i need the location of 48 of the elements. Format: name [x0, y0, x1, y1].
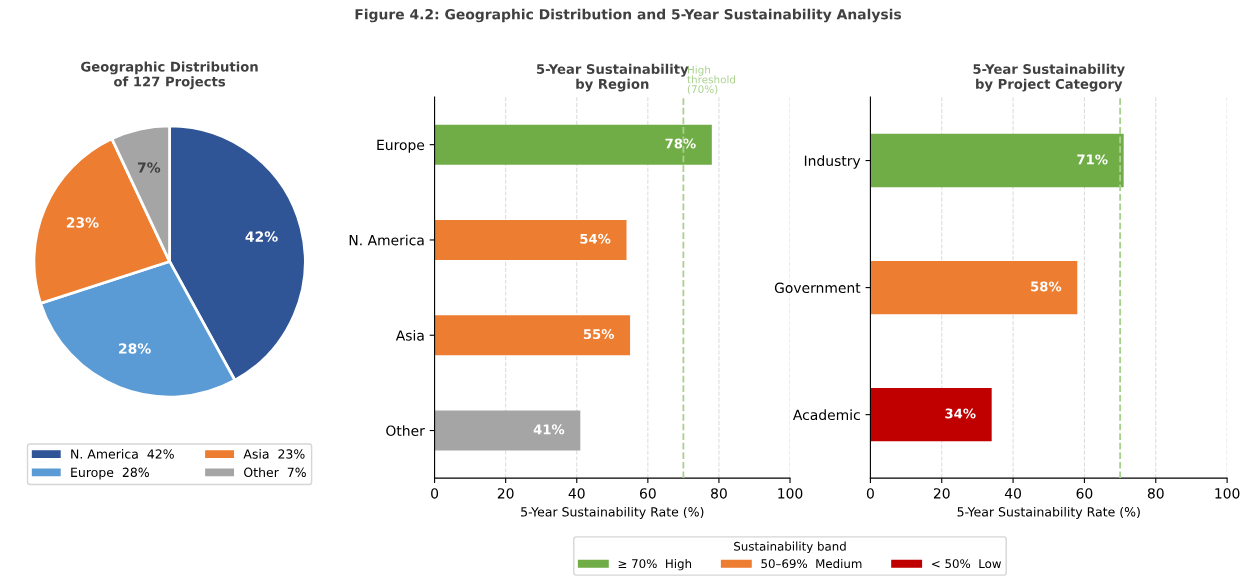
caption: Figure 4.2: Geographic Distribution and 5-Year Sustainability Analysis: [355, 8, 902, 23]
x-tick-label: 100: [1215, 488, 1240, 499]
data-label: 78%: [665, 138, 696, 149]
x-tick-label: 40: [568, 488, 585, 499]
y-tick-label: N. America: [349, 234, 424, 246]
x-tick-label: 100: [778, 488, 803, 499]
bar: [434, 219, 627, 260]
data-label: 7%: [137, 162, 161, 173]
data-label: 42%: [245, 231, 278, 242]
x-tick-label: 60: [639, 488, 656, 499]
x-tick-label: 60: [1076, 488, 1093, 499]
bar: [434, 315, 631, 356]
y-tick-label: Other: [386, 425, 425, 436]
data-label: 54%: [580, 233, 611, 244]
x-tick-label: 40: [1004, 488, 1021, 499]
data-label: 55%: [583, 329, 615, 340]
legend-label: ≥ 70% High: [618, 558, 692, 571]
y-tick-label: Academic: [793, 409, 860, 421]
y-tick-label: Government: [774, 282, 861, 294]
data-label: 71%: [1077, 154, 1108, 165]
data-label: 58%: [1031, 281, 1062, 292]
x-tick-label: 0: [866, 488, 874, 499]
x-axis-title: 5-Year Sustainability Rate (%): [957, 506, 1140, 519]
legend-label: 50–69% Medium: [761, 558, 862, 569]
bar: [434, 410, 581, 451]
legend-label: < 50% Low: [932, 559, 1001, 569]
data-label: 23%: [66, 217, 99, 228]
chart-title: Geographic Distribution of 127 Projects: [81, 61, 258, 90]
chart-title: 5-Year Sustainability by Project Category: [973, 63, 1125, 92]
x-tick-label: 20: [933, 488, 950, 499]
y-tick-label: Asia: [395, 329, 424, 341]
data-label: 34%: [945, 408, 976, 419]
y-tick-label: Industry: [804, 155, 861, 169]
legend-label: N. America 42%: [71, 449, 174, 459]
x-tick-label: 20: [497, 488, 514, 499]
data-label: 41%: [533, 424, 565, 435]
data-label: 28%: [119, 343, 151, 354]
legend-label: Other 7%: [244, 467, 306, 478]
x-tick-label: 0: [431, 488, 439, 499]
y-tick-label: Europe: [377, 139, 425, 153]
x-tick-label: 80: [1147, 488, 1164, 499]
x-tick-label: 80: [711, 488, 727, 499]
bar: [434, 124, 712, 165]
legend-title: Sustainability band: [734, 541, 846, 554]
legend-label: Europe 28%: [71, 467, 149, 480]
ref-line-label: High threshold (70%): [687, 65, 736, 95]
legend-label: Asia 23%: [243, 449, 305, 459]
x-axis-title: 5-Year Sustainability Rate (%): [521, 506, 704, 519]
